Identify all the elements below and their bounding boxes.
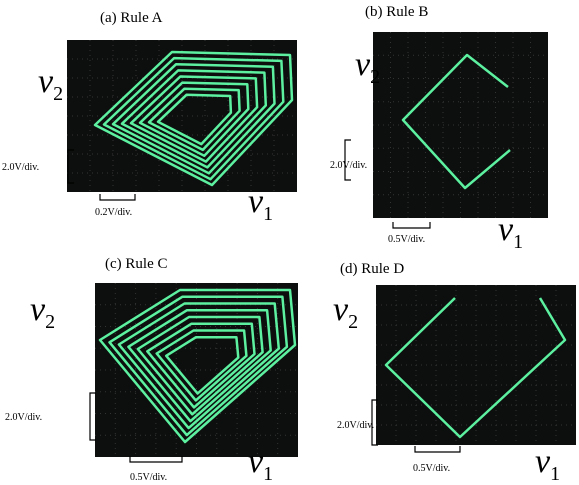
symbol: v <box>498 211 514 248</box>
subscript: 1 <box>263 203 273 225</box>
panel-title: (b) Rule B <box>365 4 428 20</box>
panel-title: (d) Rule D <box>340 261 404 277</box>
symbol: v <box>248 183 264 220</box>
y-axis-label: v2 <box>38 63 63 105</box>
y-axis-label: v2 <box>30 291 55 333</box>
scale-bar <box>100 194 135 200</box>
symbol: v <box>248 443 264 480</box>
symbol: v <box>30 291 46 328</box>
figure: (a) Rule Av2v12.0V/div.0.2V/div.(b) Rule… <box>0 0 579 485</box>
subscript: 2 <box>53 83 63 105</box>
x-scale-label: 0.2V/div. <box>95 207 132 218</box>
y-scale-label: 2.0V/div. <box>2 162 39 173</box>
symbol: v <box>333 291 349 328</box>
symbol: v <box>355 46 371 83</box>
y-scale-label: 2.0V/div. <box>337 420 374 431</box>
subscript: 2 <box>348 311 358 333</box>
subscript: 2 <box>45 311 55 333</box>
y-scale-label: 2.0V/div. <box>5 412 42 423</box>
symbol: v <box>535 443 551 480</box>
scale-bar <box>415 446 460 452</box>
subscript: 2 <box>370 66 380 88</box>
y-axis-label: v2 <box>333 291 358 333</box>
subscript: 1 <box>263 463 273 485</box>
x-scale-label: 0.5V/div. <box>388 234 425 245</box>
subscript: 1 <box>513 231 523 253</box>
panel-title: (c) Rule C <box>105 256 167 272</box>
y-scale-label: 2.0V/div. <box>330 160 367 171</box>
scale-bar <box>393 222 430 228</box>
x-scale-label: 0.5V/div. <box>130 472 167 483</box>
x-axis-label: v1 <box>535 443 560 485</box>
symbol: v <box>38 63 54 100</box>
x-scale-label: 0.5V/div. <box>413 463 450 474</box>
panel-title: (a) Rule A <box>100 10 163 26</box>
subscript: 1 <box>550 463 560 485</box>
